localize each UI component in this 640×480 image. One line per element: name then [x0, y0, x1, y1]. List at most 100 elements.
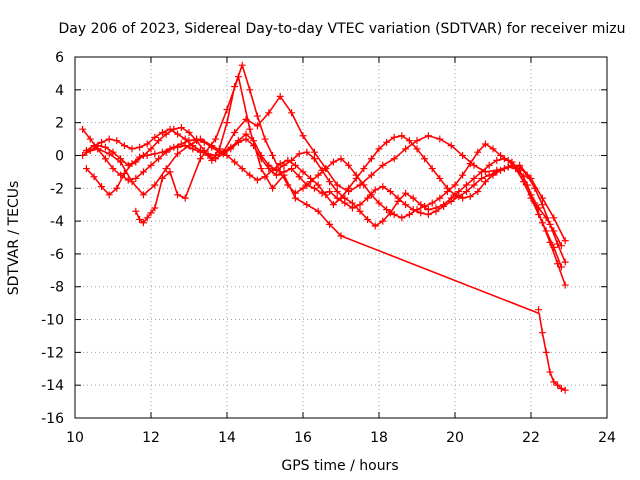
- data-point-marker: [299, 184, 307, 192]
- data-point-marker: [356, 201, 364, 209]
- data-point-marker: [504, 163, 512, 171]
- data-point-marker: [527, 194, 535, 202]
- data-point-marker: [504, 156, 512, 164]
- data-point-marker: [516, 161, 524, 169]
- data-point-marker: [413, 206, 421, 214]
- series-track-4: [79, 61, 565, 271]
- data-point-marker: [174, 143, 182, 151]
- data-point-marker: [398, 214, 406, 222]
- x-tick-label: 16: [294, 430, 312, 446]
- data-point-marker: [341, 194, 349, 202]
- data-point-marker: [231, 158, 239, 166]
- data-point-marker: [269, 184, 277, 192]
- data-point-marker: [79, 125, 87, 133]
- data-point-marker: [288, 165, 296, 173]
- series-track-5: [82, 92, 569, 245]
- data-point-marker: [554, 381, 562, 389]
- data-point-marker: [147, 161, 155, 169]
- data-point-marker: [371, 222, 379, 230]
- data-point-marker: [295, 150, 303, 158]
- data-point-marker: [329, 158, 337, 166]
- data-point-marker: [326, 188, 334, 196]
- data-point-marker: [470, 161, 478, 169]
- data-point-marker: [550, 243, 558, 251]
- data-point-marker: [82, 165, 90, 173]
- data-point-marker: [462, 181, 470, 189]
- y-tick-label: -4: [50, 214, 64, 230]
- data-point-marker: [113, 137, 121, 145]
- data-point-marker: [246, 125, 254, 133]
- series-track-3: [82, 130, 569, 289]
- data-point-marker: [481, 178, 489, 186]
- data-point-marker: [101, 143, 109, 151]
- data-point-marker: [550, 214, 558, 222]
- data-point-marker: [105, 150, 113, 158]
- data-point-marker: [185, 128, 193, 136]
- data-point-marker: [257, 151, 265, 159]
- data-point-marker: [158, 148, 166, 156]
- data-point-marker: [227, 143, 235, 151]
- data-point-marker: [143, 214, 151, 222]
- data-point-marker: [143, 140, 151, 148]
- data-point-marker: [109, 165, 117, 173]
- data-point-marker: [489, 171, 497, 179]
- y-axis-label: SDTVAR / TECUs: [6, 181, 22, 296]
- data-point-marker: [436, 194, 444, 202]
- data-point-marker: [276, 92, 284, 100]
- data-point-marker: [136, 215, 144, 223]
- data-point-marker: [538, 201, 546, 209]
- data-point-marker: [356, 207, 364, 215]
- data-point-marker: [196, 148, 204, 156]
- data-point-marker: [519, 178, 527, 186]
- data-point-marker: [333, 181, 341, 189]
- data-point-marker: [424, 206, 432, 214]
- data-point-marker: [136, 143, 144, 151]
- data-point-marker: [405, 137, 413, 145]
- data-point-marker: [288, 109, 296, 117]
- data-point-marker: [542, 348, 550, 356]
- data-point-marker: [356, 181, 364, 189]
- data-point-marker: [139, 191, 147, 199]
- data-point-marker: [557, 263, 565, 271]
- data-point-marker: [234, 137, 242, 145]
- series-trace: [82, 64, 563, 268]
- data-point-marker: [253, 122, 261, 130]
- y-tick-label: 2: [55, 116, 64, 132]
- data-point-marker: [117, 158, 125, 166]
- data-point-marker: [82, 148, 90, 156]
- data-point-marker: [379, 183, 387, 191]
- y-tick-label: -8: [50, 280, 64, 296]
- data-point-marker: [360, 165, 368, 173]
- data-point-marker: [310, 155, 318, 163]
- x-tick-label: 18: [370, 430, 388, 446]
- data-point-marker: [561, 237, 569, 245]
- data-point-marker: [470, 174, 478, 182]
- data-point-marker: [223, 151, 231, 159]
- data-point-marker: [124, 161, 132, 169]
- x-axis-label: GPS time / hours: [281, 458, 398, 474]
- data-point-marker: [280, 171, 288, 179]
- data-point-marker: [303, 148, 311, 156]
- data-point-marker: [132, 158, 140, 166]
- data-point-marker: [151, 181, 159, 189]
- data-point-marker: [307, 178, 315, 186]
- data-point-marker: [535, 306, 543, 314]
- data-point-marker: [314, 207, 322, 215]
- x-tick-label: 24: [598, 430, 616, 446]
- data-point-marker: [337, 155, 345, 163]
- data-point-marker: [158, 128, 166, 136]
- data-point-marker: [447, 142, 455, 150]
- data-point-marker: [421, 155, 429, 163]
- data-point-marker: [265, 161, 273, 169]
- data-point-marker: [139, 168, 147, 176]
- data-point-marker: [383, 138, 391, 146]
- data-point-marker: [280, 161, 288, 169]
- data-point-marker: [542, 227, 550, 235]
- data-point-marker: [402, 145, 410, 153]
- data-point-marker: [364, 194, 372, 202]
- data-point-marker: [474, 148, 482, 156]
- data-point-marker: [155, 137, 163, 145]
- data-point-marker: [455, 188, 463, 196]
- data-point-marker: [314, 181, 322, 189]
